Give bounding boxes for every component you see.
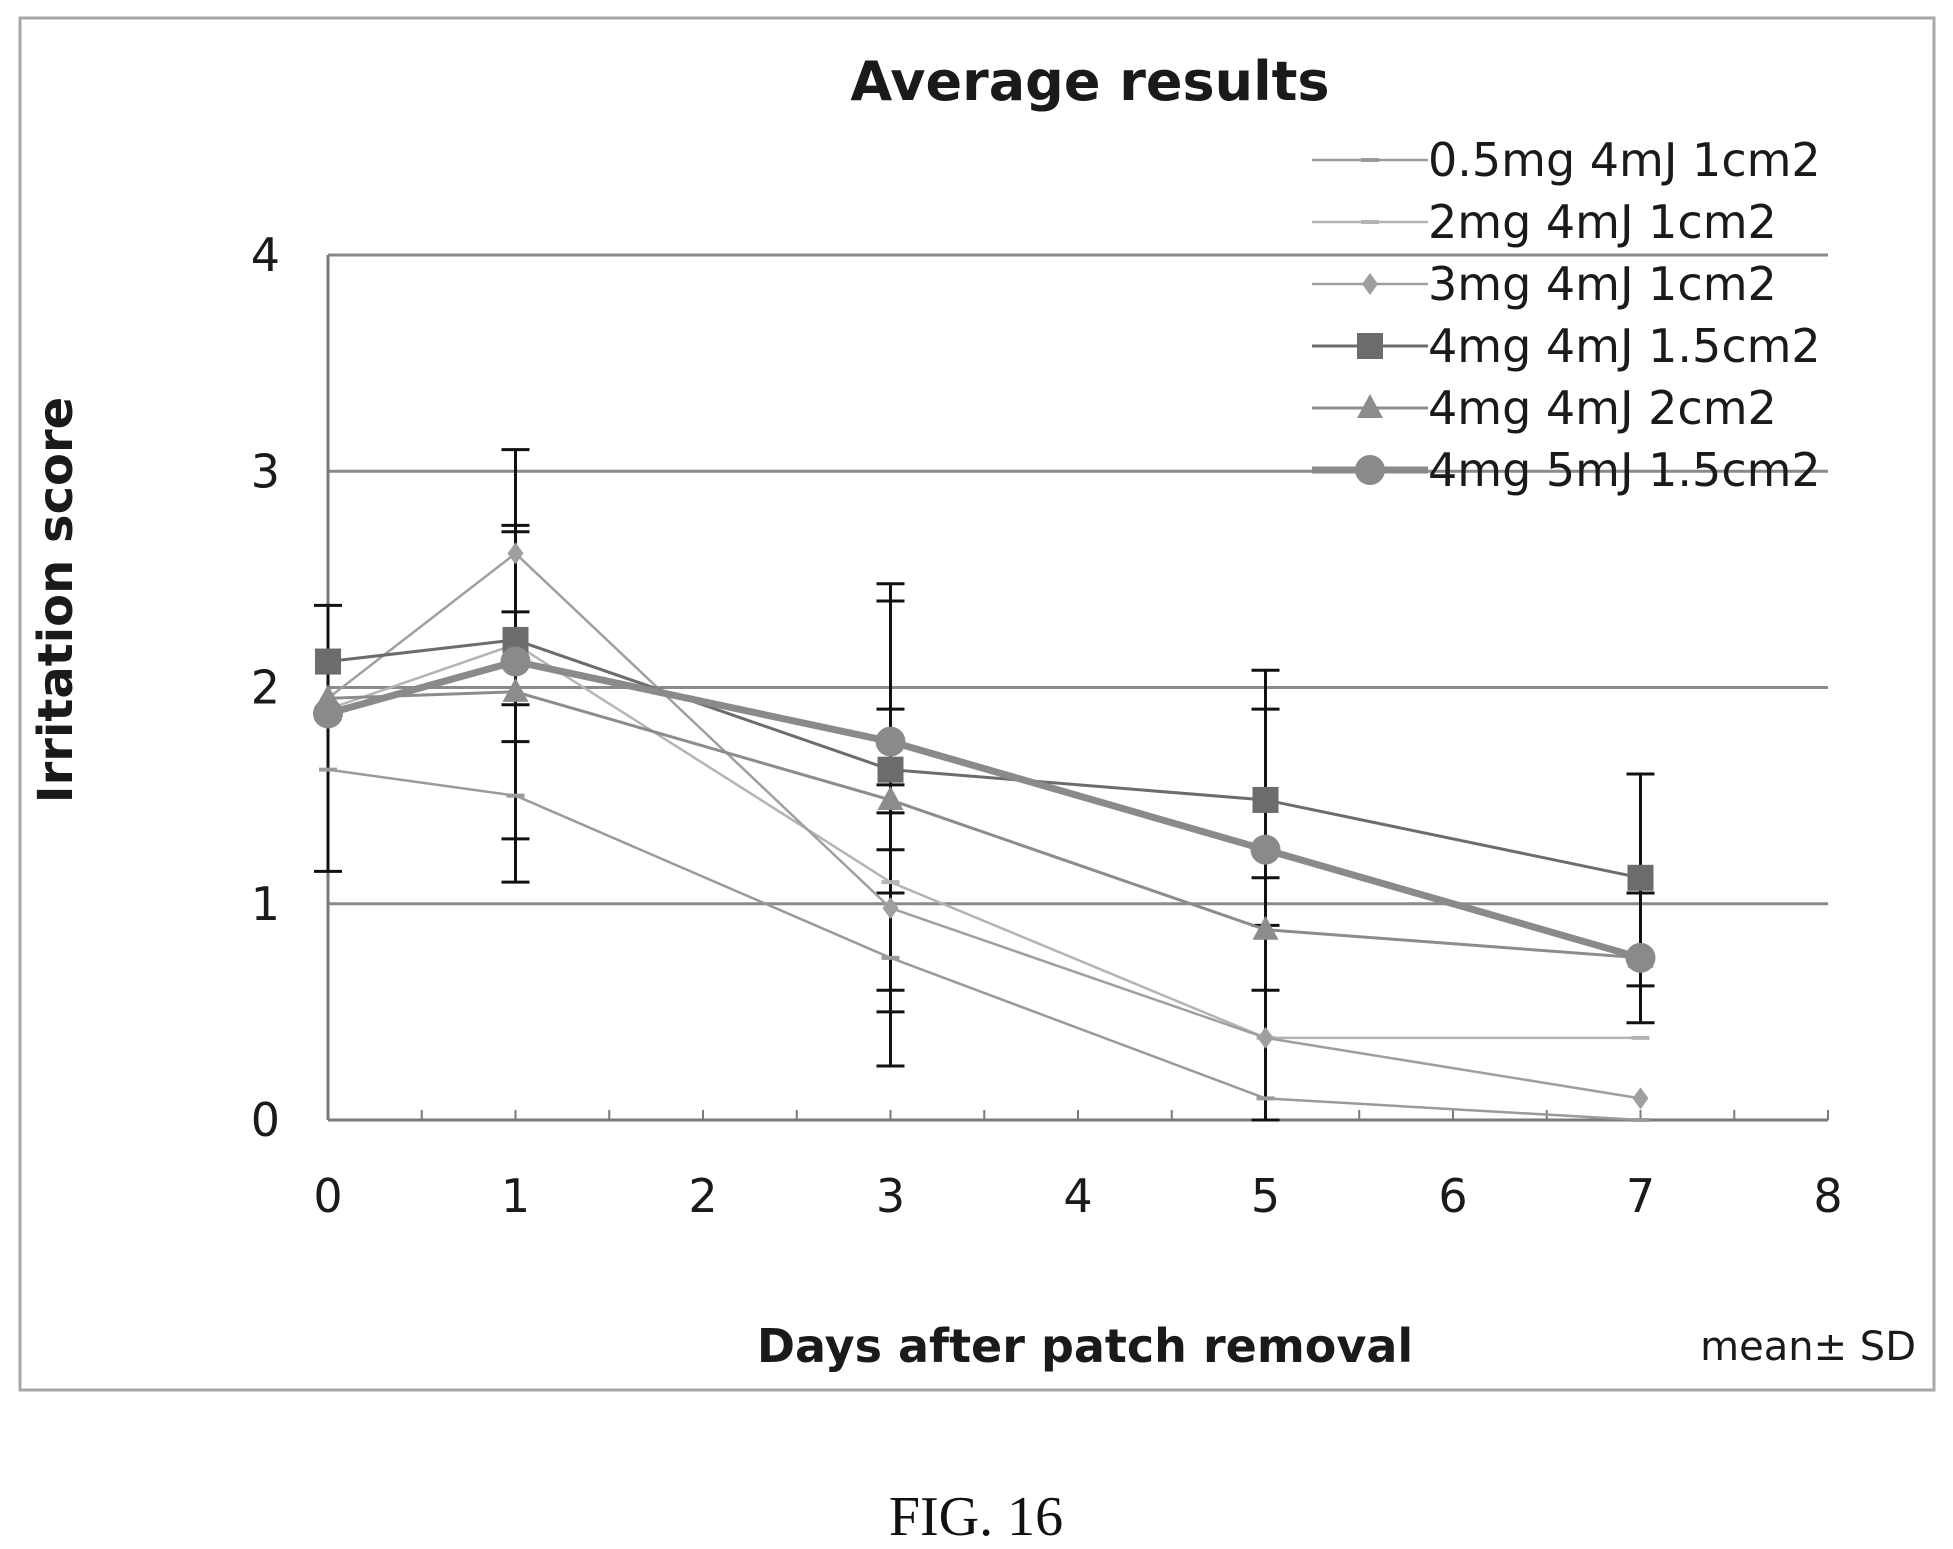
series-marker bbox=[875, 726, 906, 757]
legend-label: 4mg 4mJ 1.5cm2 bbox=[1428, 319, 1821, 373]
x-tick-label: 2 bbox=[688, 1169, 717, 1223]
stats-note: mean± SD bbox=[1700, 1324, 1916, 1370]
series bbox=[320, 542, 1649, 1110]
y-axis-label: Irritation score bbox=[28, 397, 84, 803]
figure-caption: FIG. 16 bbox=[889, 1486, 1063, 1548]
legend-label: 0.5mg 4mJ 1cm2 bbox=[1428, 133, 1821, 187]
x-tick-label: 5 bbox=[1251, 1169, 1280, 1223]
series-marker bbox=[877, 785, 904, 810]
series-marker bbox=[502, 677, 529, 702]
series-marker bbox=[1257, 1026, 1274, 1049]
series-marker bbox=[1252, 915, 1279, 940]
y-tick-label: 3 bbox=[251, 444, 280, 498]
legend-entry: 2mg 4mJ 1cm2 bbox=[1312, 195, 1777, 249]
series-marker bbox=[877, 756, 904, 783]
y-tick-label: 1 bbox=[251, 877, 280, 931]
legend-entry: 4mg 4mJ 1.5cm2 bbox=[1312, 319, 1821, 373]
x-tick-label: 4 bbox=[1063, 1169, 1092, 1223]
series-marker bbox=[1362, 273, 1378, 295]
x-tick-label: 8 bbox=[1813, 1169, 1842, 1223]
series bbox=[315, 626, 1654, 891]
legend-label: 3mg 4mJ 1cm2 bbox=[1428, 257, 1777, 311]
series-marker bbox=[1357, 394, 1383, 418]
chart-title: Average results bbox=[850, 50, 1329, 113]
legend-label: 2mg 4mJ 1cm2 bbox=[1428, 195, 1777, 249]
legend-entry: 0.5mg 4mJ 1cm2 bbox=[1312, 133, 1821, 187]
series-marker bbox=[1355, 455, 1385, 485]
legend: 0.5mg 4mJ 1cm2 2mg 4mJ 1cm2 3mg 4mJ 1cm2 4m… bbox=[1312, 133, 1821, 497]
series-marker bbox=[507, 542, 524, 565]
series-marker bbox=[315, 648, 341, 675]
legend-entry: 4mg 5mJ 1.5cm2 bbox=[1312, 443, 1821, 497]
series bbox=[319, 767, 1650, 1122]
series-marker bbox=[1250, 834, 1281, 865]
x-axis-label: Days after patch removal bbox=[757, 1319, 1413, 1373]
series-marker bbox=[1625, 942, 1656, 973]
legend-label: 4mg 4mJ 2cm2 bbox=[1428, 381, 1777, 435]
series-marker bbox=[313, 698, 343, 729]
x-tick-label: 7 bbox=[1626, 1169, 1655, 1223]
legend-entry: 3mg 4mJ 1cm2 bbox=[1312, 257, 1777, 311]
x-tick-label: 3 bbox=[876, 1169, 905, 1223]
x-tick-label: 0 bbox=[313, 1169, 342, 1223]
series-marker bbox=[500, 646, 531, 677]
series-marker bbox=[1627, 864, 1654, 891]
series-marker bbox=[1632, 1087, 1649, 1110]
plot-area: 0 1 2 3 4 5 6 7 8 0 1 2 3 4 bbox=[251, 228, 1843, 1223]
series-marker bbox=[1357, 333, 1383, 359]
series bbox=[313, 646, 1656, 973]
legend-label: 4mg 5mJ 1.5cm2 bbox=[1428, 443, 1821, 497]
x-tick-label: 1 bbox=[501, 1169, 530, 1223]
x-tick-label: 6 bbox=[1438, 1169, 1467, 1223]
y-tick-label: 0 bbox=[251, 1093, 280, 1147]
series-marker bbox=[882, 897, 899, 920]
y-tick-label: 2 bbox=[251, 661, 280, 715]
series-marker bbox=[1252, 786, 1279, 813]
legend-entry: 4mg 4mJ 2cm2 bbox=[1312, 381, 1777, 435]
y-tick-label: 4 bbox=[251, 228, 280, 282]
